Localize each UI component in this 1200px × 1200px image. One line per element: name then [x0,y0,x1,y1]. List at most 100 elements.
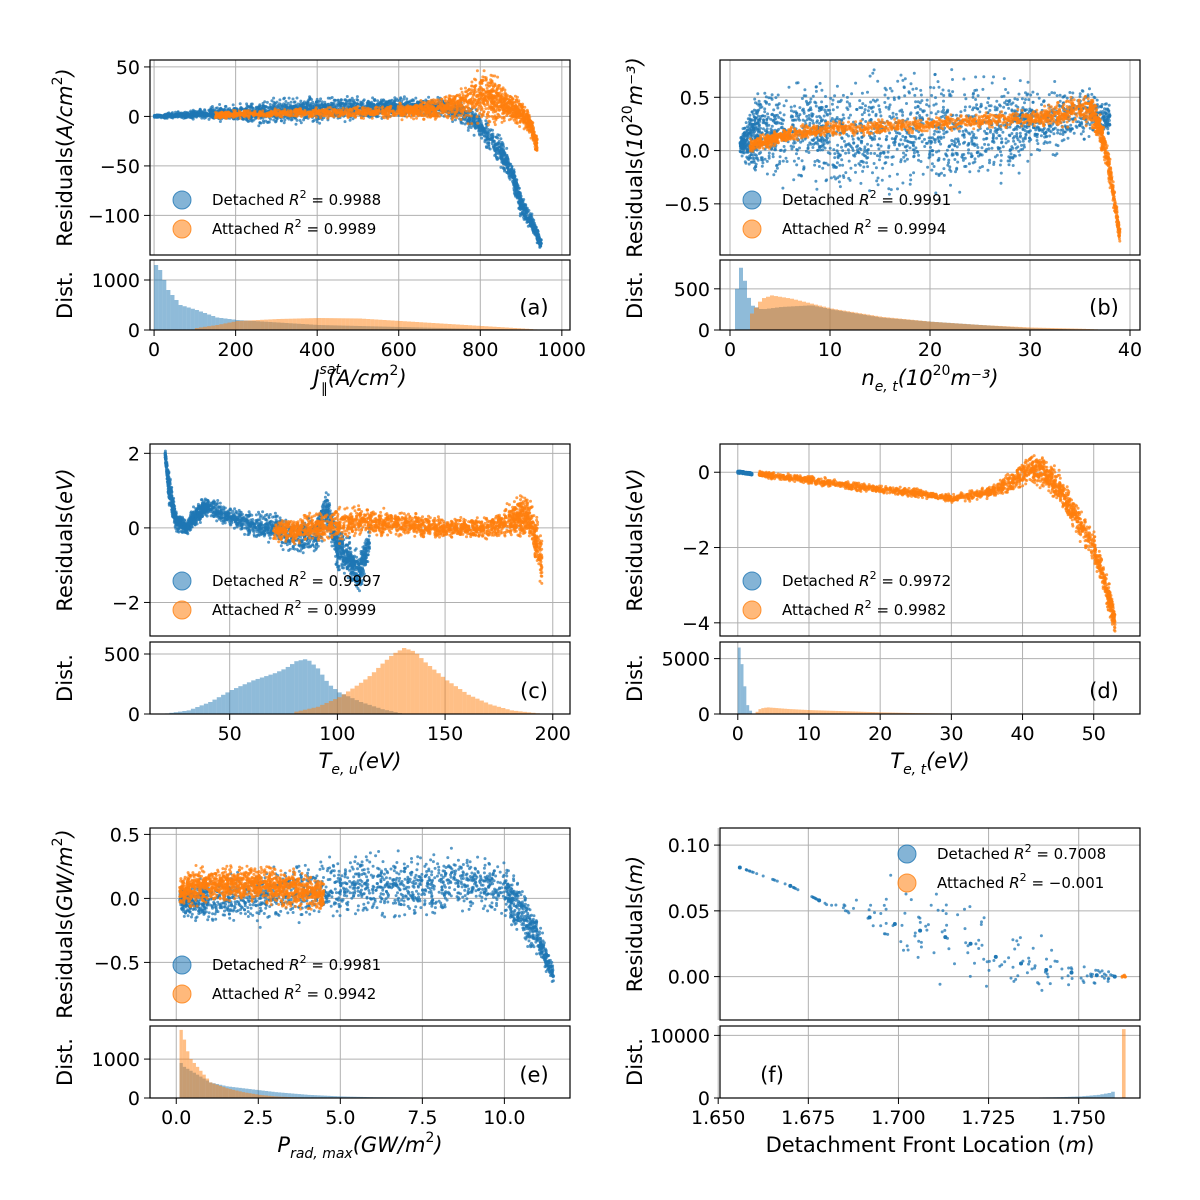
scatter-point [444,95,448,99]
scatter-point [395,112,399,116]
scatter-point [303,109,307,113]
scatter-point [375,105,378,109]
scatter-point [326,106,330,110]
scatter-point [283,108,287,112]
scatter-point [262,121,266,125]
scatter-point [296,102,300,106]
scatter-point [190,112,194,116]
scatter-point [488,84,491,88]
scatter-point [525,217,529,221]
scatter-point [207,112,211,116]
scatter-point [257,116,260,120]
scatter-point [392,101,395,105]
scatter-point [529,136,533,140]
scatter-point [514,188,518,192]
scatter-point [341,101,345,105]
scatter-point [349,107,353,111]
scatter-point [239,106,243,110]
scatter-point [522,121,526,125]
scatter-point [402,95,406,99]
hist-bar [182,306,187,330]
scatter-point [278,98,282,102]
scatter-point [295,96,299,100]
scatter-point [323,108,327,112]
scatter-point [483,129,487,133]
scatter-point [435,98,439,102]
scatter-points [152,69,543,249]
scatter-point [470,80,474,84]
scatter-point [491,144,495,148]
scatter-point [386,117,390,120]
scatter-point [290,105,294,109]
scatter-point [500,95,504,99]
scatter-point [538,243,542,247]
scatter-point [406,105,410,109]
scatter-point [285,110,289,114]
scatter-point [412,99,416,102]
scatter-point [482,88,485,92]
scatter-point [238,116,242,120]
scatter-point [500,106,504,109]
scatter-point [497,139,501,143]
scatter-point [218,103,222,106]
scatter-point [256,106,260,110]
scatter-point [224,115,228,118]
scatter-point [289,118,293,122]
scatter-point [430,105,434,109]
y-tick-label: −100 [88,205,140,227]
scatter-point [515,121,519,125]
scatter-point [490,142,494,146]
scatter-point [391,107,395,111]
scatter-point [245,118,248,122]
scatter-point [467,113,471,117]
scatter-point [203,108,207,112]
scatter-point [364,104,368,108]
hist-bar [198,311,204,330]
scatter-point [469,114,473,118]
scatter-point [503,169,506,173]
hist-bar [170,295,175,330]
scatter-point [265,100,269,104]
scatter-point [493,123,497,127]
hist-bar [154,265,159,330]
scatter-point [388,105,392,109]
scatter-point [376,99,380,103]
scatter-point [515,95,519,99]
scatter-point [494,135,498,139]
scatter-point [450,110,454,114]
scatter-point [500,149,504,153]
scatter-point [258,103,262,107]
scatter-point [512,183,516,187]
scatter-point [339,98,343,102]
scatter-point [351,117,355,121]
scatter-point [532,224,536,228]
scatter-point [440,97,444,101]
scatter-point [317,106,321,110]
scatter-point [214,106,218,110]
scatter-point [180,114,184,118]
scatter-point [464,86,467,90]
scatter-point [333,98,337,102]
scatter-point [153,114,157,118]
scatter-point [348,98,352,102]
scatter-point [495,148,499,152]
scatter-point [517,99,521,103]
scatter-point [280,119,283,123]
scatter-point [513,192,517,196]
scatter-point [523,209,527,213]
scatter-point [434,116,438,120]
scatter-point [469,98,473,102]
scatter-point [400,118,404,122]
scatter-point [420,109,424,113]
scatter-point [508,95,512,99]
scatter-point [515,105,519,109]
scatter-point [519,194,523,198]
scatter-point [306,107,310,111]
scatter-point [500,142,503,146]
scatter-point [207,117,211,121]
scatter-point [343,110,347,114]
scatter-point [507,118,511,122]
scatter-point [507,106,511,109]
scatter-point [331,111,335,115]
scatter-point [486,113,490,117]
